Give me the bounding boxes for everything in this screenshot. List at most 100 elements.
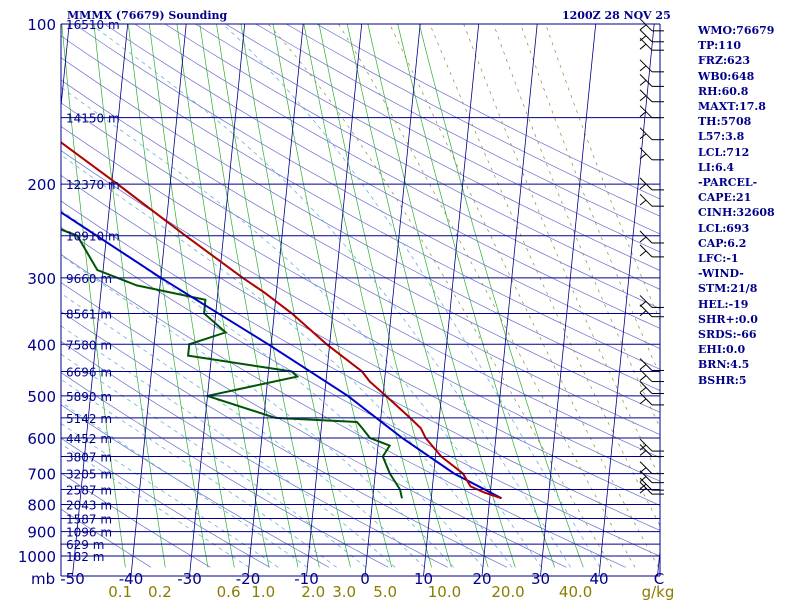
moist-adiabat (268, 24, 612, 568)
dewpoint-line (61, 228, 403, 499)
wind-barb (639, 470, 664, 484)
moist-adiabat (429, 24, 660, 527)
temperature-line (61, 141, 502, 500)
mixing-ratio-line (127, 24, 209, 568)
height-label: 7580 m (66, 338, 112, 352)
index-item: MAXT:17.8 (698, 100, 766, 114)
isotherm (130, 24, 187, 576)
wind-barb (639, 127, 664, 141)
height-label: 3807 m (66, 450, 112, 464)
wind-barb (639, 477, 664, 491)
height-label: 629 m (66, 538, 104, 552)
mixing-ratio-label: 40.0 (559, 583, 592, 600)
wind-barb (639, 358, 664, 371)
moist-adiabat (389, 24, 659, 568)
mixing-ratio-line (397, 24, 555, 568)
mixing-ratio-line (303, 24, 433, 568)
dry-adiabat (61, 126, 660, 459)
pressure-unit-label: mb (31, 570, 55, 588)
mixing-ratio-line (93, 24, 166, 568)
moist-adiabat (61, 86, 542, 568)
moist-adiabat (61, 353, 367, 568)
mixing-ratio-label: 0.6 (217, 583, 241, 600)
moist-adiabat (463, 24, 660, 479)
index-item: WB0:648 (698, 69, 755, 83)
temperature-tick-label: -50 (60, 570, 85, 588)
axis-lines (60, 23, 661, 577)
isotherm (481, 24, 538, 576)
dry-adiabat (225, 24, 660, 253)
mixing-ratio-unit-label: g/kg (642, 583, 675, 600)
height-label: 6696 m (66, 366, 112, 380)
dry-adiabat (61, 79, 660, 413)
moist-adiabat (61, 154, 513, 568)
dry-adiabat (61, 404, 330, 568)
temperature-tick-label: -20 (236, 570, 261, 588)
wind-barb (639, 147, 664, 161)
wind-barb (639, 392, 664, 406)
dry-adiabat (61, 254, 626, 568)
station-title: MMMX (76679) Sounding (67, 9, 228, 22)
height-label: 1587 m (66, 512, 112, 526)
moist-adiabat (61, 423, 279, 568)
index-item: TH:5708 (698, 115, 752, 129)
height-label: 3205 m (66, 468, 112, 482)
mixing-ratio-label: 0.1 (108, 583, 132, 600)
mixing-ratio-line (148, 24, 235, 568)
height-label: 12370 m (66, 178, 120, 192)
index-item: BRN:4.5 (698, 358, 750, 372)
dry-adiabat (61, 282, 567, 568)
index-item: LCL:693 (698, 221, 750, 235)
wind-barb (639, 193, 664, 207)
moist-adiabat (61, 401, 308, 568)
mixing-ratio-line (318, 24, 452, 568)
wind-barb (639, 304, 664, 318)
height-label: 10910 m (66, 230, 120, 244)
index-item: RH:60.8 (698, 84, 749, 98)
moist-adiabat (222, 24, 601, 568)
pressure-label: 500 (27, 388, 56, 406)
dry-adiabat (164, 24, 660, 290)
wind-barb (639, 29, 664, 43)
pressure-label: 900 (27, 524, 56, 542)
temperature-tick-label: 10 (414, 570, 433, 588)
height-label: 4452 m (66, 432, 112, 446)
pressure-label: 800 (27, 496, 56, 514)
index-item: LFC:-1 (698, 252, 739, 266)
height-label: 1096 m (66, 526, 112, 540)
temperature-tick-label: 0 (360, 570, 370, 588)
sounding-time: 1200Z 28 NOV 25 (562, 9, 671, 22)
wind-barb (639, 105, 664, 119)
index-item: HEL:-19 (698, 297, 749, 311)
temperature-tick-label: -30 (177, 570, 202, 588)
height-label: 5890 m (66, 390, 112, 404)
temperature-tick-label: 30 (531, 570, 550, 588)
dry-adiabat (61, 102, 660, 436)
dry-adiabat (61, 57, 660, 391)
height-label: 8561 m (66, 307, 112, 321)
isotherm (598, 24, 655, 576)
dry-adiabat (104, 24, 660, 329)
wind-barb (639, 444, 664, 457)
height-label: 2043 m (66, 498, 112, 512)
mixing-ratio-line (240, 24, 351, 568)
temperature-tick-label: 20 (472, 570, 491, 588)
mixing-ratio-label: 3.0 (332, 583, 356, 600)
temperature-tick-label: -40 (119, 570, 144, 588)
pressure-label: 400 (27, 336, 56, 354)
wind-barb (639, 74, 664, 87)
dry-adiabat (61, 508, 152, 568)
dry-adiabat (61, 35, 660, 370)
moist-adiabat (61, 292, 425, 568)
moist-adiabat (61, 325, 396, 568)
index-item: SRDS:-66 (698, 328, 757, 342)
mixing-ratio-line (418, 24, 584, 568)
index-item: -WIND- (698, 267, 744, 281)
wind-barb (639, 59, 664, 73)
parcel-line (61, 211, 502, 500)
wind-barb (639, 369, 664, 383)
height-label: 9660 m (66, 272, 112, 286)
isotherm (0, 24, 11, 576)
